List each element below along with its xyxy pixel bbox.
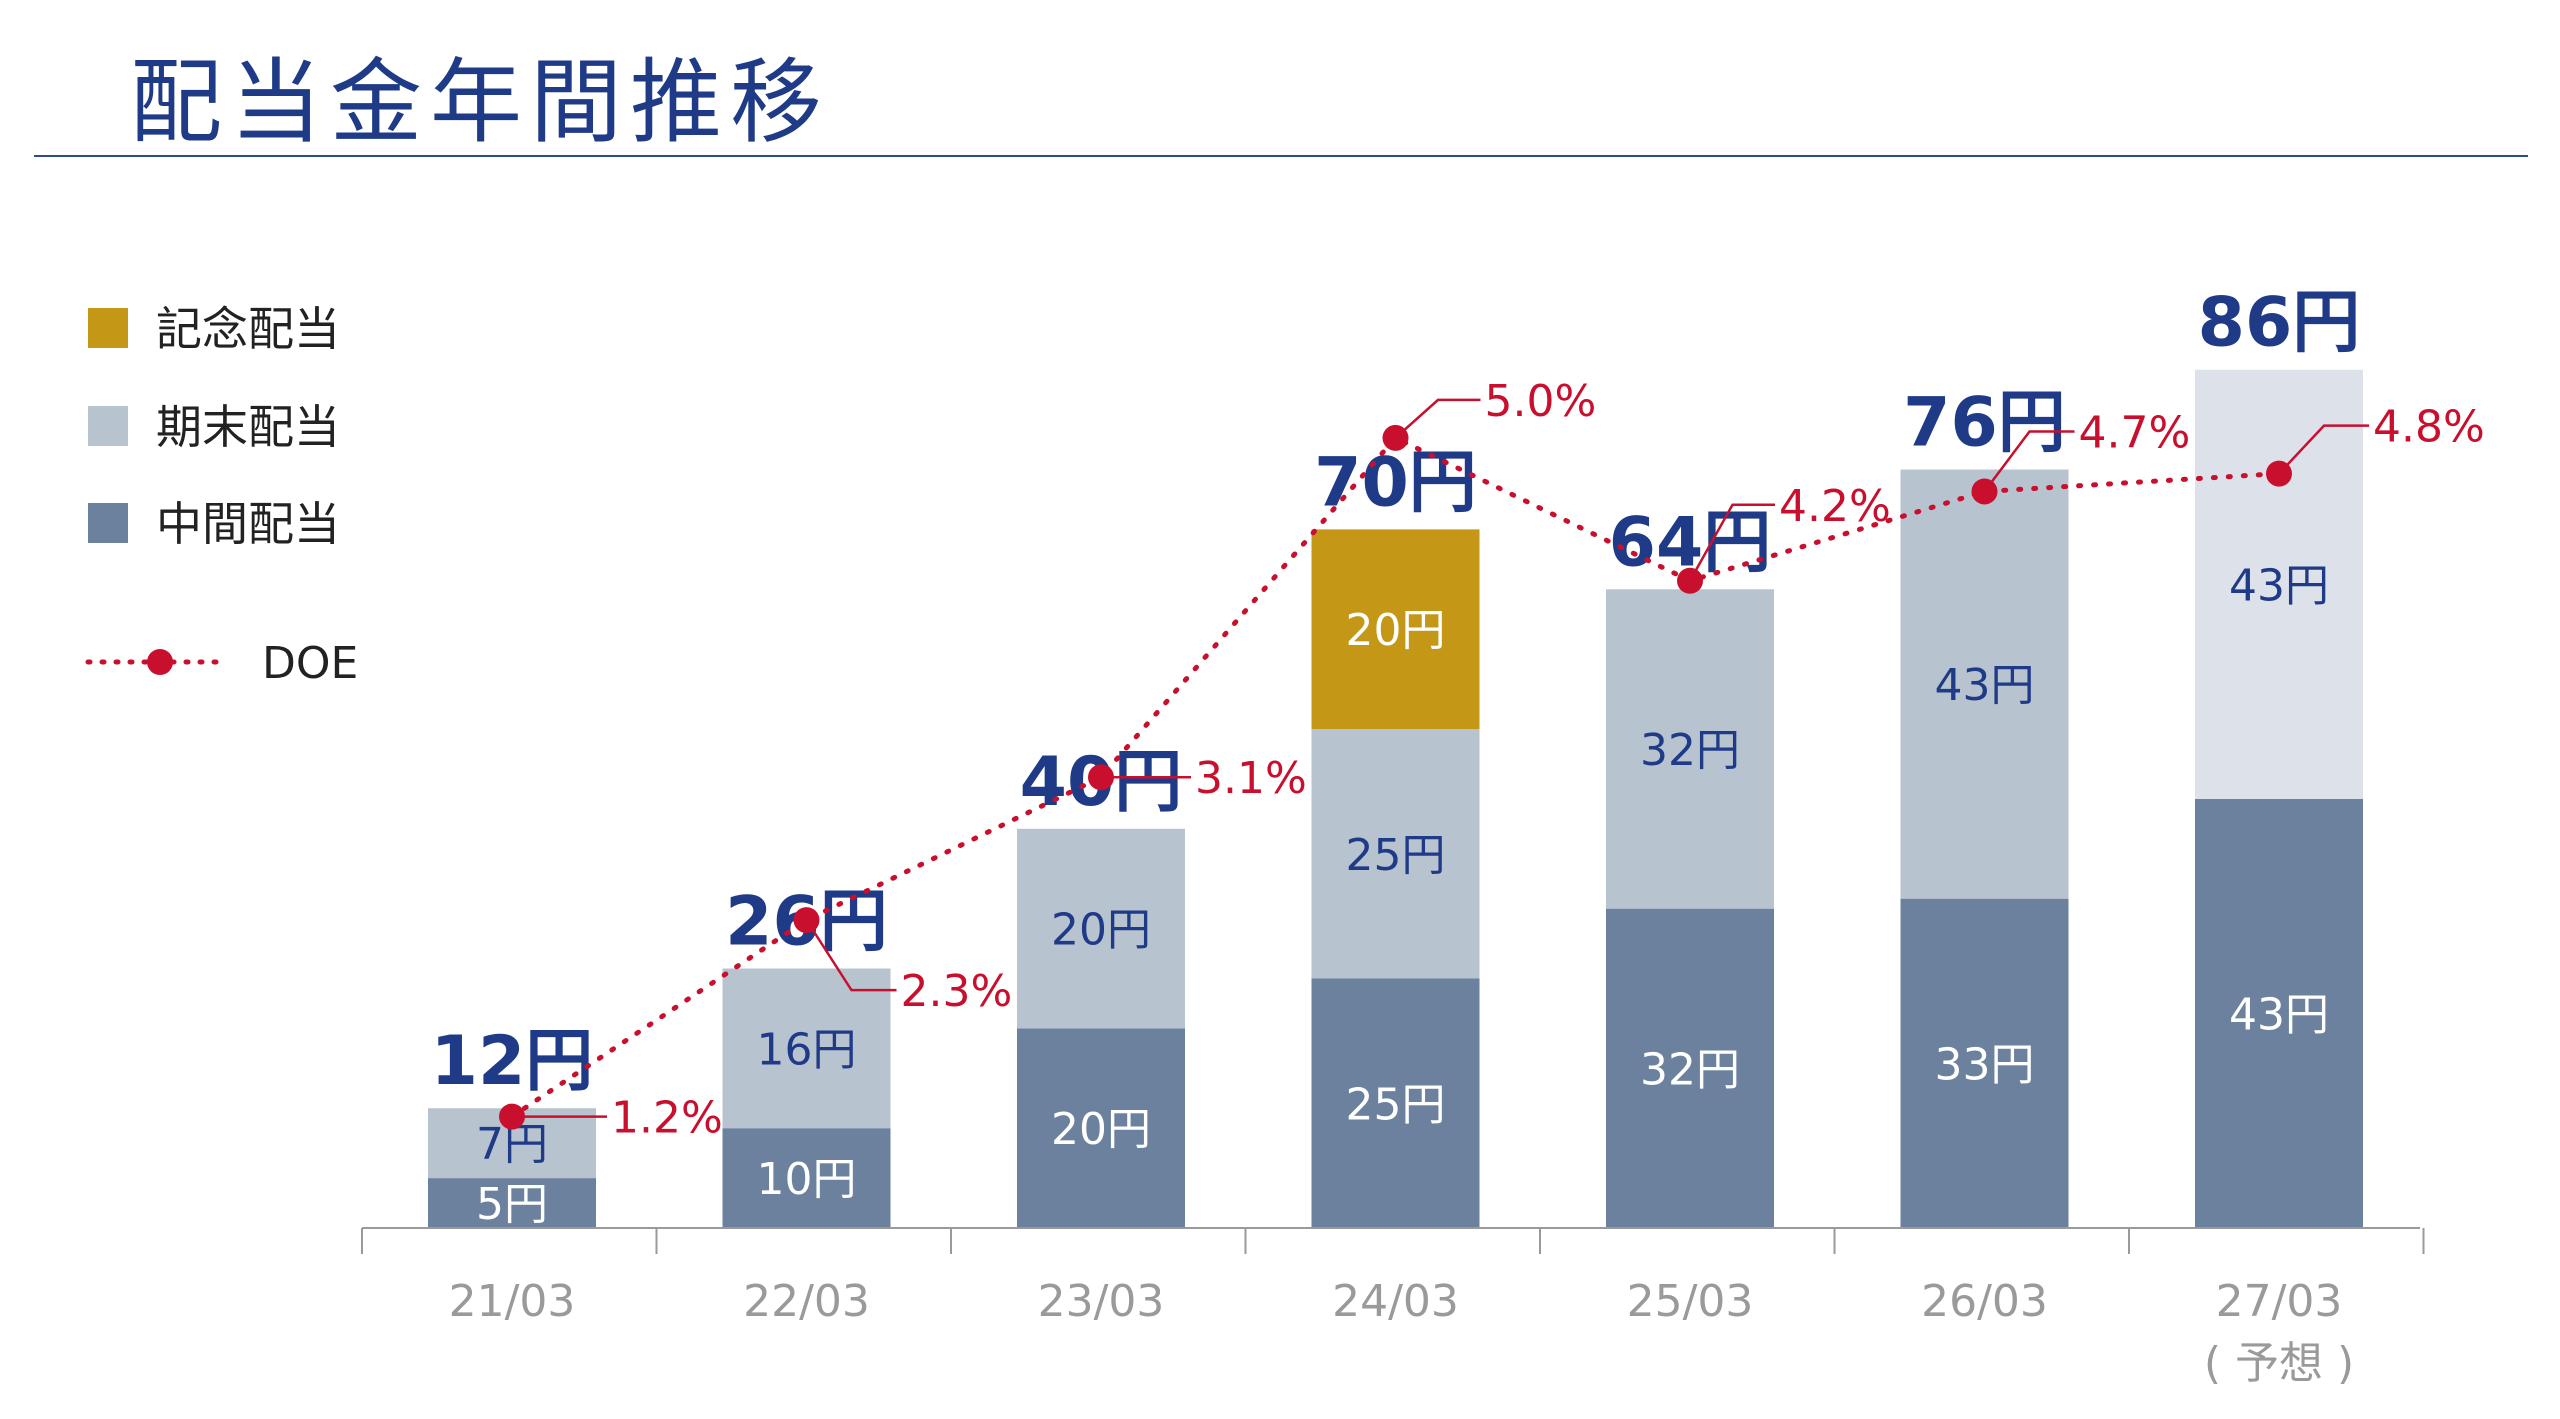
x-tick-label: ( 予想 ) [2204,1338,2354,1389]
segment-label: 10円 [757,1154,857,1205]
total-label: 70円 [1314,443,1477,522]
legend-doe-marker [147,649,173,675]
bar-interim [428,1178,596,1228]
segment-label: 16円 [757,1024,857,1075]
doe-point [2266,460,2292,487]
legend-label: 記念配当 [156,302,340,356]
segment-label: 20円 [1346,605,1446,656]
doe-value-label: 5.0% [1485,376,1597,427]
doe-point [1088,764,1114,791]
bar-year_end [1311,729,1480,979]
x-tick-label: 23/03 [1038,1276,1165,1327]
segment-label: 43円 [1935,660,2035,711]
x-tick-label: 24/03 [1332,1276,1459,1327]
doe-point [499,1103,525,1130]
x-tick-label: 27/03 [2216,1276,2343,1327]
legend-label: 中間配当 [156,497,340,551]
doe-value-label: 1.2% [611,1093,723,1144]
legend-swatch-commemorative [88,308,128,348]
x-tick-label: 25/03 [1627,1276,1754,1327]
page-title: 配当金年間推移 [130,49,831,156]
title-divider [34,155,2528,157]
doe-value-label: 4.7% [2079,407,2191,458]
x-tick-label: 26/03 [1921,1276,2048,1327]
bar-year_end [722,968,891,1129]
segment-label: 5円 [476,1179,548,1230]
legend-label: DOE [262,638,358,689]
segment-label: 33円 [1935,1039,2035,1090]
doe-point [1677,567,1703,594]
segment-label: 25円 [1346,1079,1446,1130]
segment-label: 20円 [1051,1104,1151,1155]
bar-year_end [2195,369,2363,799]
legend-swatch-year_end [88,406,128,446]
doe-point [1971,478,1998,505]
x-tick-label: 21/03 [449,1276,576,1327]
doe-line-series: 1.2% 2.3% 3.1% 5.0% 4.2% 4.7% 4.8% [499,376,2485,1144]
doe-value-label: 3.1% [1195,753,1307,804]
bar-year_end [1900,469,2069,899]
bar-interim [1606,908,1774,1228]
doe-value-label: 4.2% [1779,481,1891,532]
doe-leader-line [2278,424,2369,475]
segment-label: 43円 [2229,560,2329,611]
bar-interim [1017,1028,1185,1228]
legend-swatch-interim [88,503,128,543]
doe-leader-line [1394,398,1481,439]
bar-interim [1311,978,1480,1228]
total-label: 86円 [2198,284,2361,363]
doe-point [1382,424,1409,451]
doe-value-label: 2.3% [901,966,1013,1017]
segment-label: 32円 [1640,725,1740,776]
total-label: 12円 [431,1022,594,1101]
segment-label: 25円 [1346,830,1446,881]
legend-label: 期末配当 [156,400,340,454]
bar-interim [1900,898,2069,1228]
bar-interim [2195,798,2363,1228]
doe-point [793,907,820,934]
segment-label: 43円 [2229,989,2329,1040]
segment-label: 20円 [1051,905,1151,956]
bar-interim [722,1128,891,1228]
total-label: 76円 [1903,384,2066,463]
doe-leader-line [1688,503,1775,582]
x-tick-label: 22/03 [743,1276,870,1327]
bar-commemorative [1311,529,1480,729]
x-axis: 21/03 22/03 23/03 24/03 25/03 26/03 27/03 ( 予想 … [361,1227,2425,1389]
bar-year_end [1606,589,1774,909]
bar-year_end [1017,828,1185,1029]
doe-leader-line [1983,430,2075,493]
doe-leader-line [805,919,897,992]
segment-label: 32円 [1640,1044,1740,1095]
doe-value-label: 4.8% [2373,402,2485,453]
